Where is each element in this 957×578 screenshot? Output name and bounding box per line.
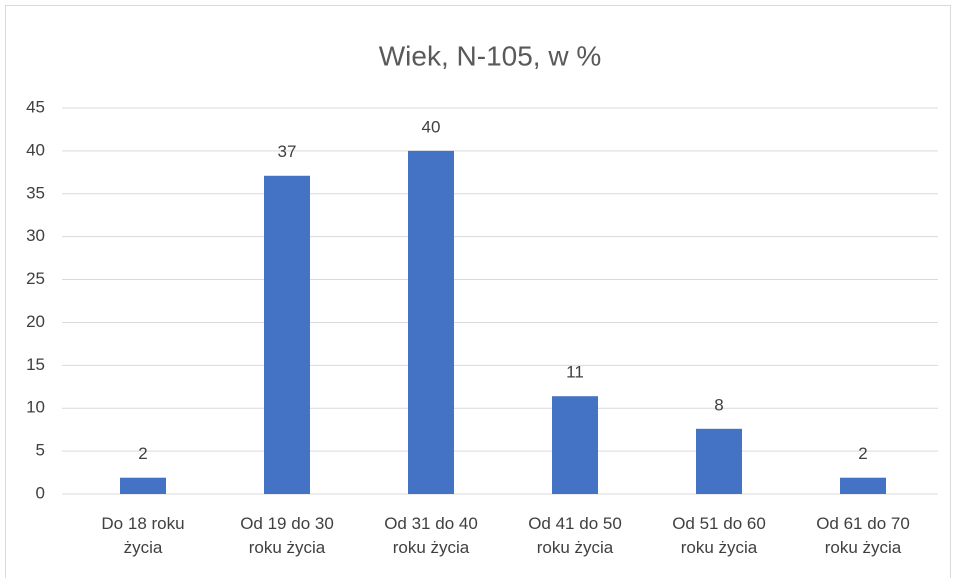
y-tick-label: 45 (26, 97, 45, 116)
y-tick-label: 35 (26, 183, 45, 202)
y-tick-label: 15 (26, 355, 45, 374)
x-tick-label: Od 41 do 50 roku życia (528, 514, 622, 557)
bar (696, 428, 742, 494)
x-tick-label: Od 31 do 40 roku życia (384, 514, 478, 557)
y-tick-label: 5 (36, 441, 45, 460)
data-label: 11 (566, 363, 584, 382)
bar (408, 150, 454, 494)
y-tick-label: 10 (26, 398, 45, 417)
data-label: 2 (858, 444, 867, 463)
y-tick-label: 0 (36, 483, 45, 502)
x-tick-label: Od 61 do 70 roku życia (816, 514, 910, 557)
data-label: 2 (138, 444, 147, 463)
y-tick-label: 20 (26, 312, 45, 331)
y-tick-label: 25 (26, 269, 45, 288)
bar (552, 396, 598, 494)
x-tick-label: Od 19 do 30 roku życia (240, 514, 334, 557)
x-tick-label: Od 51 do 60 roku życia (672, 514, 766, 557)
chart-title: Wiek, N-105, w % (379, 40, 602, 71)
data-label: 8 (714, 395, 723, 414)
x-tick-label: Do 18 roku życia (101, 514, 185, 557)
y-tick-label: 30 (26, 226, 45, 245)
data-label: 37 (278, 142, 297, 161)
y-tick-label: 40 (26, 140, 45, 159)
bar (840, 477, 886, 494)
bar (120, 477, 166, 494)
bar (264, 175, 310, 494)
data-label: 40 (422, 117, 441, 136)
